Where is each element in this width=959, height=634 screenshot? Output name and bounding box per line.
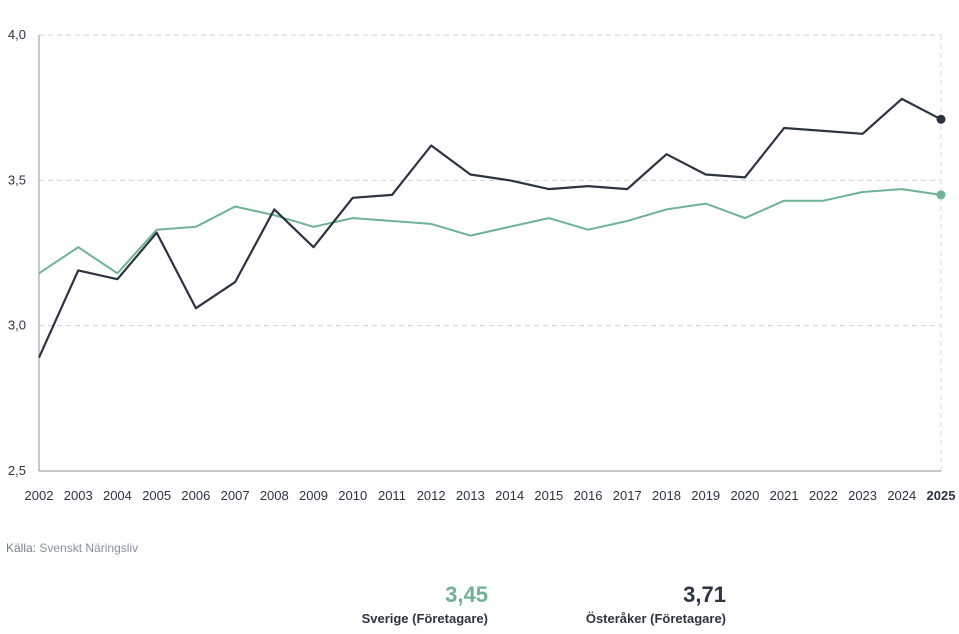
x-tick-label: 2022 <box>809 488 838 503</box>
x-tick-label: 2013 <box>456 488 485 503</box>
x-tick-label: 2019 <box>691 488 720 503</box>
legend-value-osteraker: 3,71 <box>683 582 726 607</box>
x-tick-label: 2012 <box>417 488 446 503</box>
x-tick-label: 2011 <box>378 488 406 503</box>
legend-value-sverige: 3,45 <box>445 582 488 607</box>
x-tick-label: 2020 <box>730 488 759 503</box>
x-tick-label: 2007 <box>221 488 250 503</box>
y-tick-label: 3,0 <box>8 318 26 333</box>
series-line-0 <box>38 188 942 275</box>
tick-labels: 2,5 3,0 3,5 4,0 2002 2003 2004 2005 2006 2007 2008… <box>8 27 956 503</box>
legend-label-osteraker: Österåker (Företagare) <box>585 611 726 626</box>
x-tick-label: 2002 <box>25 488 54 503</box>
legend-label-sverige: Sverige (Företagare) <box>361 611 488 626</box>
series-end-point-1 <box>936 114 946 124</box>
axes <box>38 35 941 472</box>
grid-lines <box>39 34 942 471</box>
x-tick-label: 2025 <box>927 488 956 503</box>
y-tick-label: 4,0 <box>8 27 26 42</box>
source-label: Källa: <box>6 541 37 555</box>
x-tick-label: 2008 <box>260 488 289 503</box>
x-tick-label: 2017 <box>613 488 642 503</box>
legend-item-osteraker: 3,71 Österåker (Företagare) <box>526 582 726 628</box>
source-note: Källa: Svenskt Näringsliv <box>6 541 138 555</box>
legend-item-sverige: 3,45 Sverige (Företagare) <box>288 582 488 628</box>
x-tick-label: 2016 <box>574 488 603 503</box>
x-tick-label: 2024 <box>887 488 916 503</box>
source-name: Svenskt Näringsliv <box>39 541 139 555</box>
x-tick-label: 2006 <box>181 488 210 503</box>
x-tick-label: 2014 <box>495 488 524 503</box>
x-tick-label: 2010 <box>338 488 367 503</box>
x-tick-label: 2005 <box>142 488 171 503</box>
x-tick-label: 2003 <box>64 488 93 503</box>
x-tick-label: 2015 <box>534 488 563 503</box>
x-tick-label: 2021 <box>770 488 799 503</box>
y-tick-label: 2,5 <box>8 463 26 478</box>
series-lines <box>37 97 946 359</box>
y-tick-label: 3,5 <box>8 172 26 187</box>
x-tick-label: 2018 <box>652 488 681 503</box>
series-line-1 <box>37 97 942 359</box>
series-end-point-0 <box>936 190 946 200</box>
x-tick-label: 2009 <box>299 488 328 503</box>
x-tick-label: 2004 <box>103 488 132 503</box>
x-tick-label: 2023 <box>848 488 877 503</box>
line-chart: 2,5 3,0 3,5 4,0 2002 2003 2004 2005 2006 2007 2008… <box>8 27 956 503</box>
